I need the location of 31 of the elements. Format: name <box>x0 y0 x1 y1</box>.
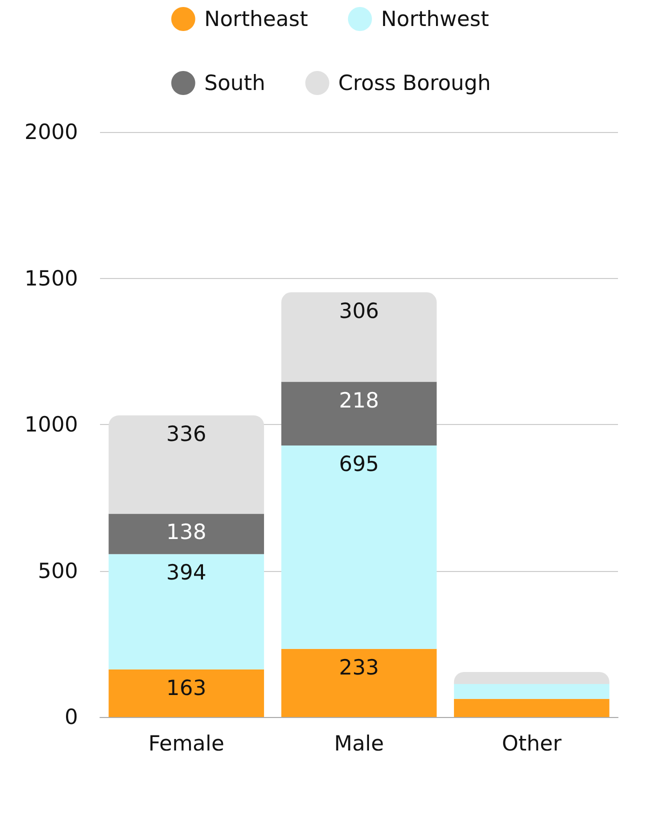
legend-label: Northeast <box>204 7 308 31</box>
data-label: 163 <box>166 676 206 700</box>
legend-label: Cross Borough <box>338 71 491 95</box>
bar <box>108 554 264 670</box>
x-tick-label: Other <box>502 732 562 756</box>
x-tick-label: Male <box>334 732 384 756</box>
bar <box>281 292 437 382</box>
bar <box>281 648 437 717</box>
data-label: 695 <box>338 452 380 476</box>
data-label: 218 <box>338 388 380 412</box>
y-tick-label: 0 <box>64 705 78 729</box>
bar <box>454 698 610 717</box>
legend-label: South <box>204 71 266 95</box>
y-tick-label: 2000 <box>24 120 78 144</box>
bar <box>454 672 610 684</box>
bar <box>108 514 264 554</box>
y-tick-label: 1000 <box>24 412 78 436</box>
data-label: 138 <box>166 520 206 544</box>
bar <box>454 684 610 699</box>
bar <box>281 446 437 649</box>
legend-label: Northwest <box>380 7 489 31</box>
x-tick-label: Female <box>148 732 224 756</box>
data-label: 233 <box>338 655 380 680</box>
y-tick-label: 1500 <box>24 266 78 290</box>
bar <box>108 669 264 717</box>
bar <box>108 415 264 514</box>
bar <box>281 382 437 446</box>
data-label: 394 <box>166 560 206 585</box>
data-label: 306 <box>338 298 380 323</box>
y-tick-label: 500 <box>38 558 78 583</box>
data-label: 336 <box>166 422 206 446</box>
